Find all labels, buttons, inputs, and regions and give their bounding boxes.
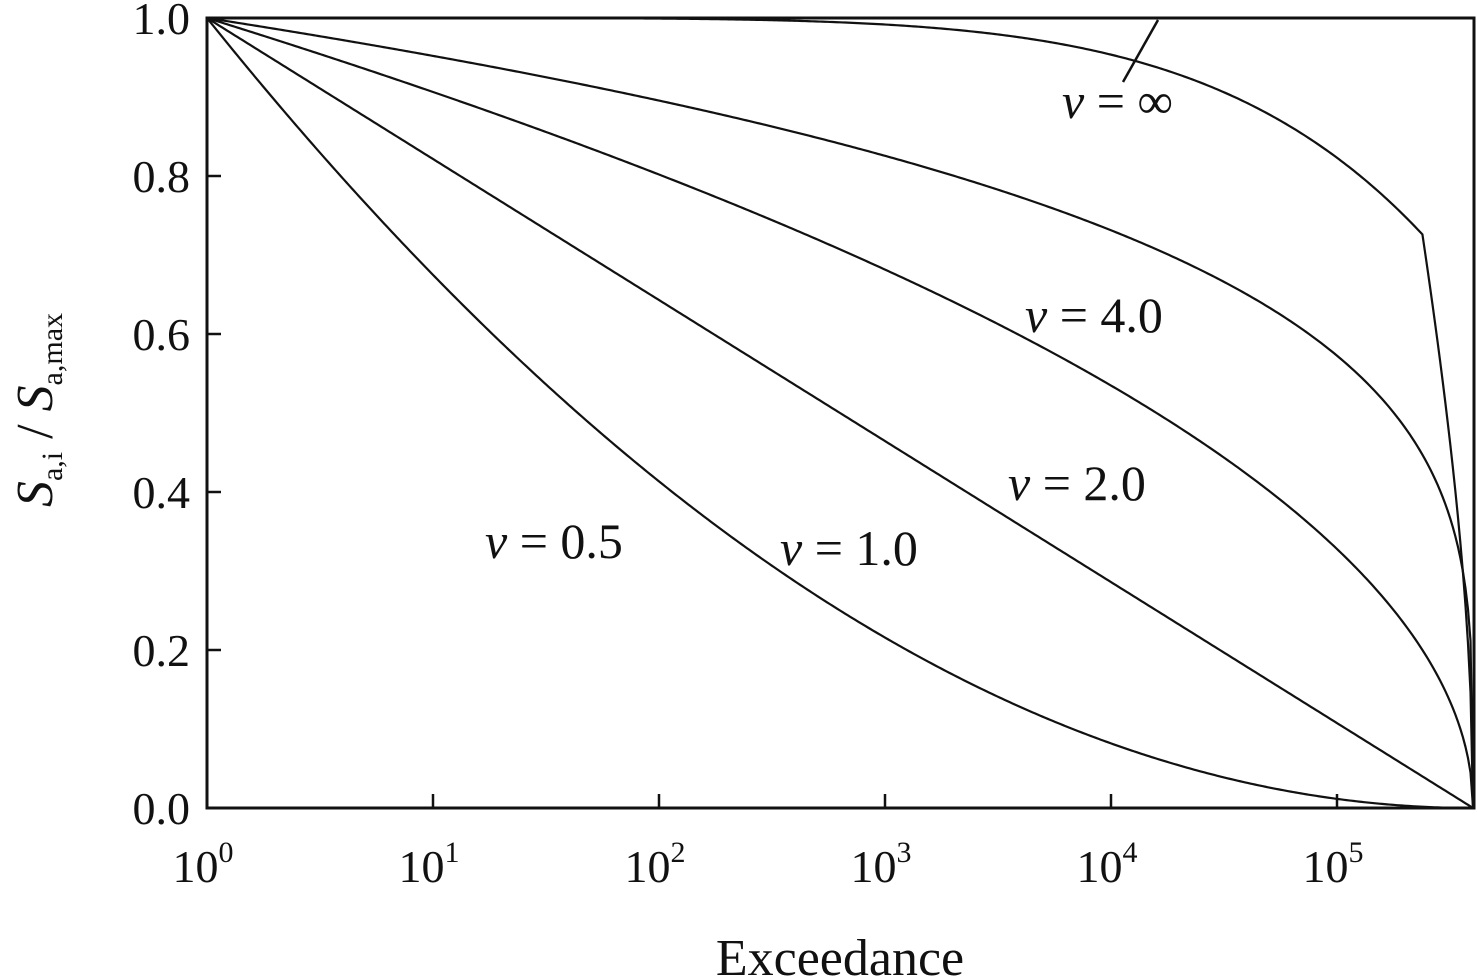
y-axis-title-s2: S bbox=[7, 385, 64, 411]
y-tick-label: 0.0 bbox=[133, 783, 191, 834]
y-tick-label: 1.0 bbox=[133, 0, 191, 44]
x-tick-label: 102 bbox=[625, 836, 686, 892]
annotation-nu-0-5: ν = 0.5 bbox=[485, 513, 623, 569]
x-tick-label: 103 bbox=[851, 836, 912, 892]
y-axis-title-sub1: a,i bbox=[36, 452, 69, 481]
annotations-group: ν = 0.5 ν = 1.0 ν = 2.0 ν = 4.0 ν = ∞ bbox=[485, 19, 1173, 576]
y-axis-title-sub2: a,max bbox=[36, 313, 69, 385]
x-tick-label: 104 bbox=[1077, 836, 1138, 892]
annotation-nu-inf: ν = ∞ bbox=[1062, 73, 1173, 129]
y-tick-label: 0.4 bbox=[133, 467, 191, 518]
x-tick-label: 101 bbox=[399, 836, 460, 892]
y-tick-label: 0.8 bbox=[133, 151, 191, 202]
series-line-nu-2 bbox=[206, 16, 1475, 809]
curves-group bbox=[206, 16, 1475, 810]
x-axis-title: Exceedance bbox=[716, 930, 964, 979]
y-axis-title-sep: / bbox=[7, 411, 64, 451]
annotation-nu-1-0: ν = 1.0 bbox=[780, 520, 918, 576]
y-tick-label: 0.6 bbox=[133, 309, 191, 360]
plot-frame bbox=[205, 16, 1476, 810]
y-axis-title-s1: S bbox=[7, 481, 64, 507]
y-ticks-group: 0.0 0.2 0.4 0.6 0.8 1.0 bbox=[133, 0, 221, 834]
x-tick-label: 100 bbox=[173, 836, 234, 892]
annotation-nu-2-0: ν = 2.0 bbox=[1008, 455, 1146, 511]
annotation-leader-line bbox=[1121, 19, 1160, 83]
annotation-nu-4-0: ν = 4.0 bbox=[1025, 287, 1163, 343]
x-ticks-group: 100 101 102 103 104 105 bbox=[173, 794, 1364, 892]
y-axis-title: Sa,i / Sa,max bbox=[7, 313, 69, 507]
series-line-nu-1 bbox=[206, 17, 1474, 809]
svg-text:Sa,i / Sa,max: Sa,i / Sa,max bbox=[7, 313, 69, 507]
y-tick-label: 0.2 bbox=[133, 625, 191, 676]
series-line-nu-4 bbox=[206, 16, 1475, 808]
x-tick-label: 105 bbox=[1303, 836, 1364, 892]
series-line-nu-0-5 bbox=[206, 17, 1474, 810]
